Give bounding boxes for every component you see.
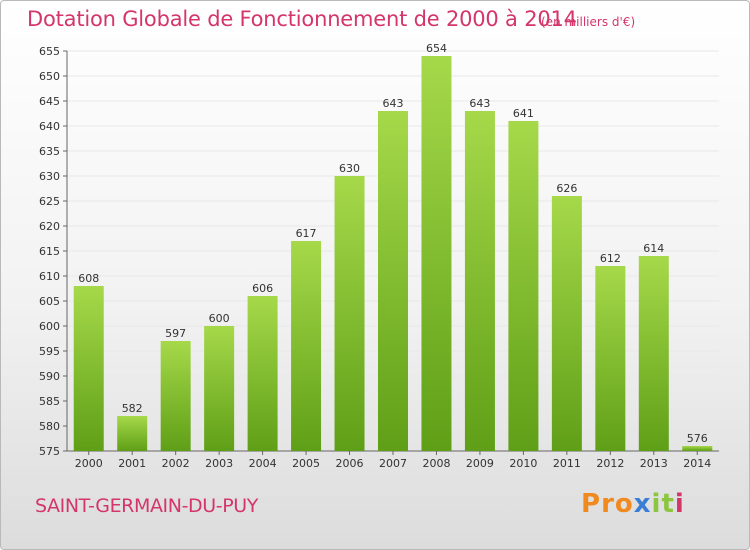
y-tick-label: 595 <box>39 345 60 358</box>
y-tick-label: 630 <box>39 170 60 183</box>
bar-2009 <box>464 111 495 451</box>
bar-2012 <box>595 266 626 451</box>
x-tick-label-2002: 2002 <box>162 457 190 470</box>
x-tick-label-2004: 2004 <box>249 457 277 470</box>
bar-2002 <box>160 341 191 451</box>
y-tick-label: 625 <box>39 195 60 208</box>
commune-name: SAINT-GERMAIN-DU-PUY <box>35 495 258 517</box>
data-label-2005: 617 <box>296 227 317 240</box>
y-tick-label: 610 <box>39 270 60 283</box>
bar-2013 <box>638 256 669 451</box>
y-tick-label: 620 <box>39 220 60 233</box>
x-tick-label-2003: 2003 <box>205 457 233 470</box>
y-tick-label: 655 <box>39 45 60 58</box>
y-tick-label: 575 <box>39 445 60 458</box>
logo-letter: i <box>651 489 662 519</box>
bar-2006 <box>334 176 365 451</box>
data-label-2006: 630 <box>339 162 360 175</box>
data-label-2008: 654 <box>426 42 447 55</box>
bar-2011 <box>551 196 582 451</box>
proxiti-logo: Proxiti <box>581 489 685 519</box>
y-tick-label: 585 <box>39 395 60 408</box>
y-tick-label: 580 <box>39 420 60 433</box>
x-tick-label-2009: 2009 <box>466 457 494 470</box>
data-label-2002: 597 <box>165 327 186 340</box>
bar-2008 <box>421 56 452 451</box>
data-label-2001: 582 <box>122 402 143 415</box>
data-label-2011: 626 <box>556 182 577 195</box>
bar-2001 <box>117 416 148 451</box>
logo-letter: P <box>581 489 602 519</box>
bar-2003 <box>204 326 235 451</box>
y-tick-label: 605 <box>39 295 60 308</box>
chart-subtitle: (en milliers d'€) <box>541 15 636 29</box>
data-label-2004: 606 <box>252 282 273 295</box>
x-tick-label-2013: 2013 <box>640 457 668 470</box>
x-tick-label-2001: 2001 <box>118 457 146 470</box>
data-label-2003: 600 <box>209 312 230 325</box>
x-tick-label-2006: 2006 <box>336 457 364 470</box>
y-tick-label: 590 <box>39 370 60 383</box>
logo-letter: t <box>661 489 675 519</box>
x-tick-label-2007: 2007 <box>379 457 407 470</box>
bar-2005 <box>291 241 322 451</box>
chart-title: Dotation Globale de Fonctionnement de 20… <box>27 7 577 31</box>
bar-2000 <box>73 286 104 451</box>
data-label-2012: 612 <box>600 252 621 265</box>
y-tick-label: 615 <box>39 245 60 258</box>
x-tick-label-2008: 2008 <box>422 457 450 470</box>
bar-2010 <box>508 121 539 451</box>
x-tick-label-2000: 2000 <box>75 457 103 470</box>
bar-2007 <box>378 111 408 451</box>
x-tick-label-2012: 2012 <box>596 457 624 470</box>
logo-letter: x <box>633 489 652 519</box>
data-label-2014: 576 <box>687 432 708 445</box>
data-label-2013: 614 <box>643 242 664 255</box>
data-label-2010: 641 <box>513 107 534 120</box>
bar-2014 <box>682 446 713 451</box>
logo-letter: i <box>674 489 685 519</box>
x-tick-label-2010: 2010 <box>509 457 537 470</box>
logo-letter: o <box>614 489 634 519</box>
data-label-2009: 643 <box>469 97 490 110</box>
x-tick-label-2014: 2014 <box>683 457 711 470</box>
x-tick-label-2011: 2011 <box>553 457 581 470</box>
data-label-2007: 643 <box>383 97 404 110</box>
x-tick-label-2005: 2005 <box>292 457 320 470</box>
data-label-2000: 608 <box>78 272 99 285</box>
logo-letter: r <box>601 489 615 519</box>
bar-2004 <box>247 296 278 451</box>
y-tick-label: 650 <box>39 70 60 83</box>
y-tick-label: 600 <box>39 320 60 333</box>
y-tick-label: 640 <box>39 120 60 133</box>
y-tick-label: 645 <box>39 95 60 108</box>
y-tick-label: 635 <box>39 145 60 158</box>
